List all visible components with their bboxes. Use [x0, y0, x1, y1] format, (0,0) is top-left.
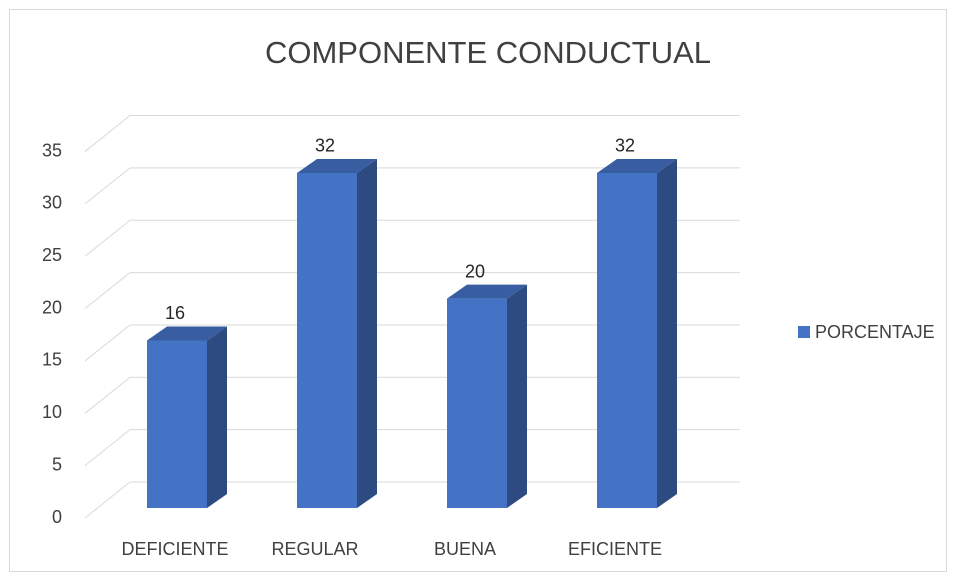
data-label: 32 [315, 136, 335, 156]
x-tick-label: EFICIENTE [568, 539, 662, 559]
y-tick-label: 35 [42, 140, 62, 160]
bar-side [357, 158, 377, 508]
bar-side [507, 284, 527, 508]
y-tick-label: 10 [42, 402, 62, 422]
y-tick-label: 0 [52, 507, 62, 527]
bar-top [447, 284, 527, 299]
grid-line [84, 481, 131, 519]
bar [147, 340, 207, 508]
grid-line [84, 324, 131, 362]
chart-title: COMPONENTE CONDUCTUAL [265, 35, 711, 70]
x-tick-label: DEFICIENTE [121, 539, 228, 559]
grid-line [84, 219, 131, 257]
bar-side [657, 158, 677, 508]
grid-line [84, 429, 131, 467]
bar-top [147, 326, 227, 341]
data-label: 16 [165, 303, 185, 323]
y-tick-label: 20 [42, 297, 62, 317]
y-tick-label: 25 [42, 245, 62, 265]
bar [597, 172, 657, 508]
grid-line [84, 272, 131, 309]
grid-line [84, 167, 131, 205]
x-tick-label: BUENA [434, 539, 496, 559]
legend-swatch [798, 326, 810, 338]
y-tick-label: 5 [52, 454, 62, 474]
bar-top [297, 158, 377, 173]
bar [447, 298, 507, 508]
legend-label: PORCENTAJE [815, 322, 935, 342]
grid-line [84, 115, 131, 152]
y-tick-label: 15 [42, 350, 62, 370]
y-tick-label: 30 [42, 193, 62, 213]
data-label: 20 [465, 261, 485, 281]
x-tick-label: REGULAR [271, 539, 358, 559]
bar-side [207, 326, 227, 508]
bar [297, 172, 357, 508]
data-label: 32 [615, 136, 635, 156]
bar-top [597, 158, 677, 173]
grid-line [84, 376, 131, 414]
